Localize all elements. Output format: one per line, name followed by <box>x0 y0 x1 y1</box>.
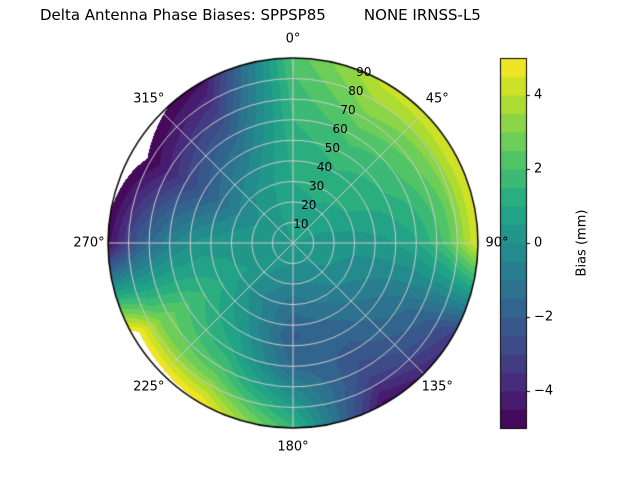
colorbar-axis-label: Bias (mm) <box>574 209 590 277</box>
